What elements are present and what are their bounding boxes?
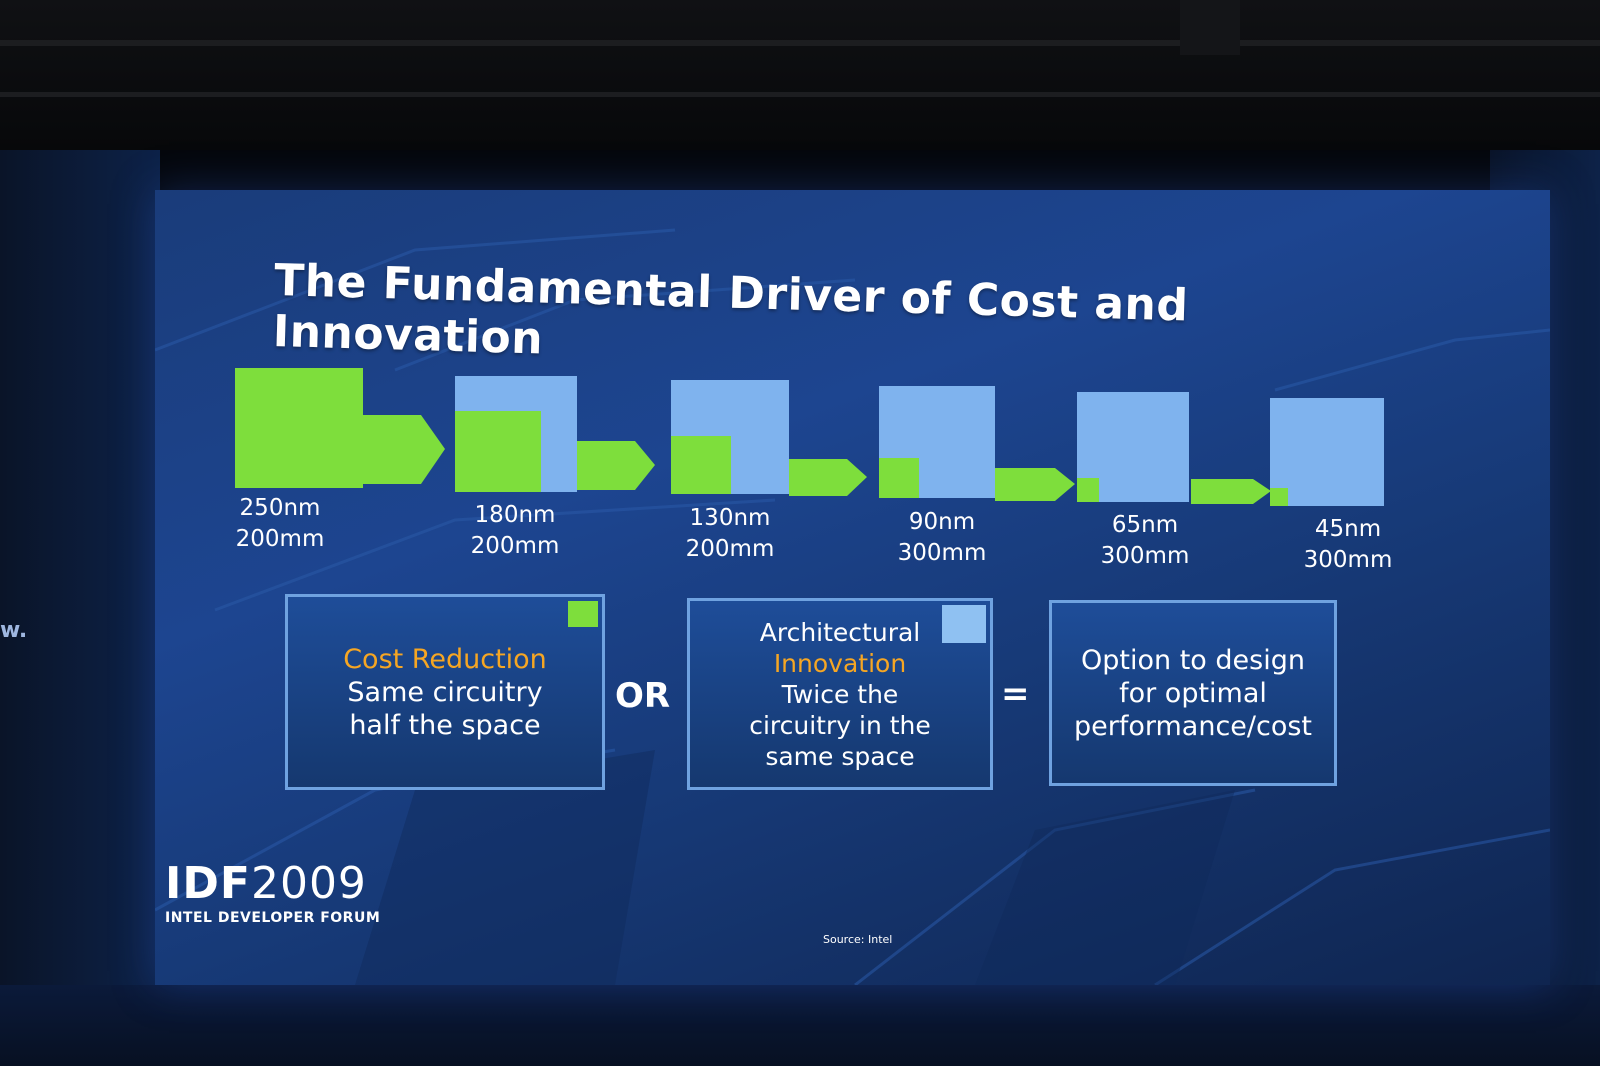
process-node-180nm	[455, 376, 577, 492]
arrow-icon	[1191, 479, 1271, 504]
die-area-green	[1077, 478, 1099, 502]
node-size: 180nm	[474, 502, 556, 528]
blue-square-icon	[942, 605, 986, 643]
cost-reduction-box: Cost Reduction Same circuitry half the s…	[285, 594, 605, 790]
source-credit: Source: Intel	[823, 933, 893, 946]
innovation-line-2: Twice the	[781, 679, 899, 709]
or-operator: OR	[615, 676, 671, 716]
node-label: 90nm 300mm	[877, 507, 1007, 569]
wafer-size: 200mm	[470, 533, 560, 559]
background-texture	[155, 228, 1550, 985]
ceiling-beam	[0, 92, 1600, 97]
node-label: 130nm 200mm	[665, 503, 795, 565]
process-node-250nm	[235, 368, 363, 488]
wall-text: w.	[0, 618, 28, 643]
wafer-size: 200mm	[235, 526, 325, 552]
cost-reduction-heading: Cost Reduction	[343, 643, 547, 675]
process-node-130nm	[671, 380, 789, 494]
ceiling-beam	[0, 40, 1600, 46]
node-size: 65nm	[1111, 512, 1179, 538]
node-size: 130nm	[689, 505, 771, 531]
wafer-size: 200mm	[685, 536, 775, 562]
die-area-green	[1270, 488, 1288, 506]
arrow-icon	[995, 468, 1075, 501]
die-area-green	[879, 458, 919, 498]
optimal-design-box: Option to design for optimal performance…	[1049, 600, 1337, 786]
arrow-icon	[361, 415, 445, 484]
wafer-size: 300mm	[1303, 547, 1393, 573]
stage-floor	[0, 985, 1600, 1066]
node-label: 65nm 300mm	[1080, 510, 1210, 572]
logo-year: 2009	[250, 858, 367, 909]
logo-prefix: IDF	[165, 858, 251, 909]
die-area-green	[671, 436, 731, 494]
wafer-size: 300mm	[897, 540, 987, 566]
cost-line-2: half the space	[349, 709, 541, 741]
node-label: 45nm 300mm	[1283, 514, 1413, 576]
ceiling	[0, 0, 1600, 150]
option-line-1: Option to design	[1081, 644, 1305, 676]
green-square-icon	[568, 601, 598, 627]
node-label: 180nm 200mm	[450, 500, 580, 562]
die-area-green	[455, 411, 541, 492]
node-label: 250nm 200mm	[215, 493, 345, 555]
option-line-3: performance/cost	[1073, 710, 1313, 742]
die-square	[235, 368, 363, 488]
process-node-45nm	[1270, 398, 1384, 506]
process-node-90nm	[879, 386, 995, 498]
die-square	[1270, 398, 1384, 506]
option-line-2: for optimal	[1119, 677, 1267, 709]
node-size: 45nm	[1314, 516, 1382, 542]
cost-line-1: Same circuitry	[347, 676, 543, 708]
arrow-icon	[789, 459, 867, 496]
process-node-65nm	[1077, 392, 1189, 502]
ceiling-beam	[1180, 0, 1240, 55]
wafer-size: 300mm	[1100, 543, 1190, 569]
innovation-heading: Innovation	[773, 648, 907, 678]
architectural-innovation-box: Architectural Innovation Twice the circu…	[687, 598, 993, 790]
logo-subtitle: INTEL DEVELOPER FORUM	[165, 910, 381, 926]
equals-operator: =	[1001, 674, 1030, 714]
arrow-icon	[577, 441, 655, 490]
innovation-line-3: circuitry in the	[749, 710, 931, 740]
idf-logo: IDF2009	[165, 858, 367, 909]
innovation-line-4: same space	[765, 741, 915, 771]
projection-screen: The Fundamental Driver of Cost and Innov…	[155, 190, 1550, 985]
left-wall	[0, 150, 160, 1066]
node-size: 90nm	[908, 509, 976, 535]
node-size: 250nm	[239, 495, 321, 521]
innovation-line-1: Architectural	[759, 617, 921, 647]
